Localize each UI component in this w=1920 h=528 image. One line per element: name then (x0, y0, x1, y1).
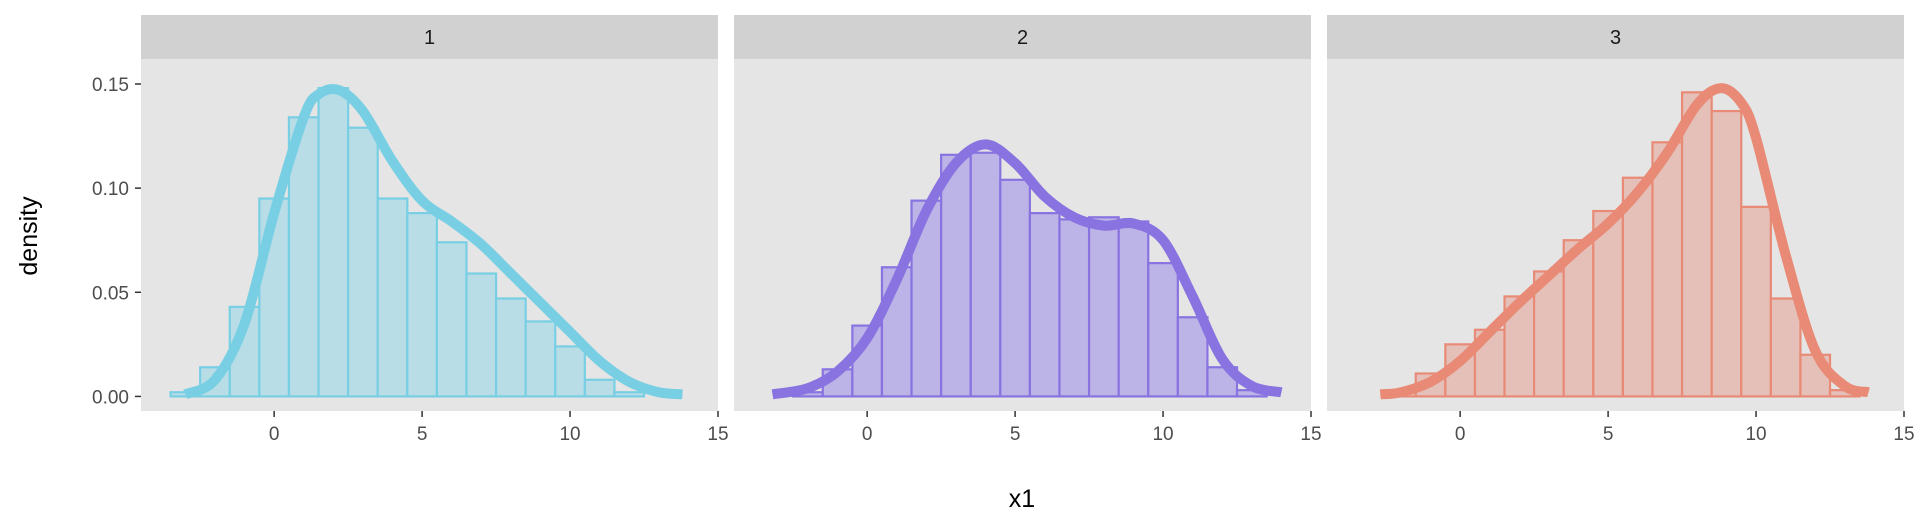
histogram-bar (1592, 209, 1624, 398)
x-axis-tick-label: 10 (1152, 424, 1173, 445)
x-axis-tick-label: 0 (862, 424, 873, 445)
histogram-bar (465, 272, 498, 398)
x-axis-tick-label: 15 (707, 424, 728, 445)
histogram-bar (347, 126, 379, 398)
histogram-bar (376, 197, 409, 398)
facet-strip (1327, 15, 1904, 59)
x-axis-tick-label: 15 (1893, 424, 1914, 445)
histogram-bar (1740, 205, 1772, 398)
histogram-bar (1680, 91, 1713, 398)
facet-strip-label: 1 (424, 27, 435, 49)
histogram-bar (317, 87, 350, 398)
histogram-bar (1147, 262, 1179, 398)
histogram-bar (1087, 216, 1120, 398)
y-axis-title: density (15, 196, 43, 276)
histogram-bar (969, 151, 1002, 398)
y-axis-tick-label: 0.05 (92, 283, 129, 304)
density-curve (771, 139, 1283, 400)
density-curve (1379, 83, 1870, 400)
histogram-bar (999, 178, 1031, 398)
x-axis-tick-label: 0 (1455, 424, 1466, 445)
histogram-bar (1028, 212, 1061, 398)
facet-strip-label: 3 (1610, 27, 1621, 49)
x-axis-tick-label: 10 (559, 424, 580, 445)
density-curve (183, 84, 683, 400)
histogram-bar (1651, 141, 1684, 398)
histogram-bar (1562, 239, 1595, 398)
x-axis-title: x1 (1009, 485, 1035, 513)
histogram-bar (524, 320, 557, 398)
x-axis-tick-label: 5 (417, 424, 428, 445)
x-axis-tick-label: 10 (1745, 424, 1766, 445)
y-axis-tick-label: 0.00 (92, 387, 129, 408)
histogram-bar (940, 153, 972, 398)
histogram-bar (1117, 220, 1150, 398)
y-axis-tick-label: 0.15 (92, 75, 129, 96)
histogram-bar (554, 345, 586, 398)
histogram-bar (406, 212, 438, 398)
facet-strip (141, 15, 718, 59)
y-axis-tick-label: 0.10 (92, 179, 129, 200)
histogram-bar (1769, 297, 1802, 398)
histogram-bar (435, 241, 468, 398)
facet-panel-3: 3 0 5 10 15 (1327, 15, 1915, 445)
facet-panel-1: 10 5 10 15 (141, 15, 729, 445)
histogram-bar (1533, 270, 1565, 398)
histogram-bar (613, 391, 646, 398)
y-axis: 0.00 0.05 0.10 0.15 (92, 75, 141, 408)
x-axis-tick-label: 15 (1300, 424, 1321, 445)
histogram-bar (583, 378, 616, 398)
x-axis-tick-label: 5 (1010, 424, 1021, 445)
x-axis-tick-label: 5 (1603, 424, 1614, 445)
facet-strip (734, 15, 1311, 59)
histogram-bar (1058, 218, 1091, 398)
x-axis-tick-label: 0 (269, 424, 280, 445)
histogram-bar (1621, 176, 1654, 398)
histogram-bar (494, 297, 527, 398)
histogram-bar (1710, 109, 1743, 398)
facet-strip-label: 2 (1017, 27, 1028, 49)
facet-panel-2: 2 0 5 10 15 (734, 15, 1322, 445)
